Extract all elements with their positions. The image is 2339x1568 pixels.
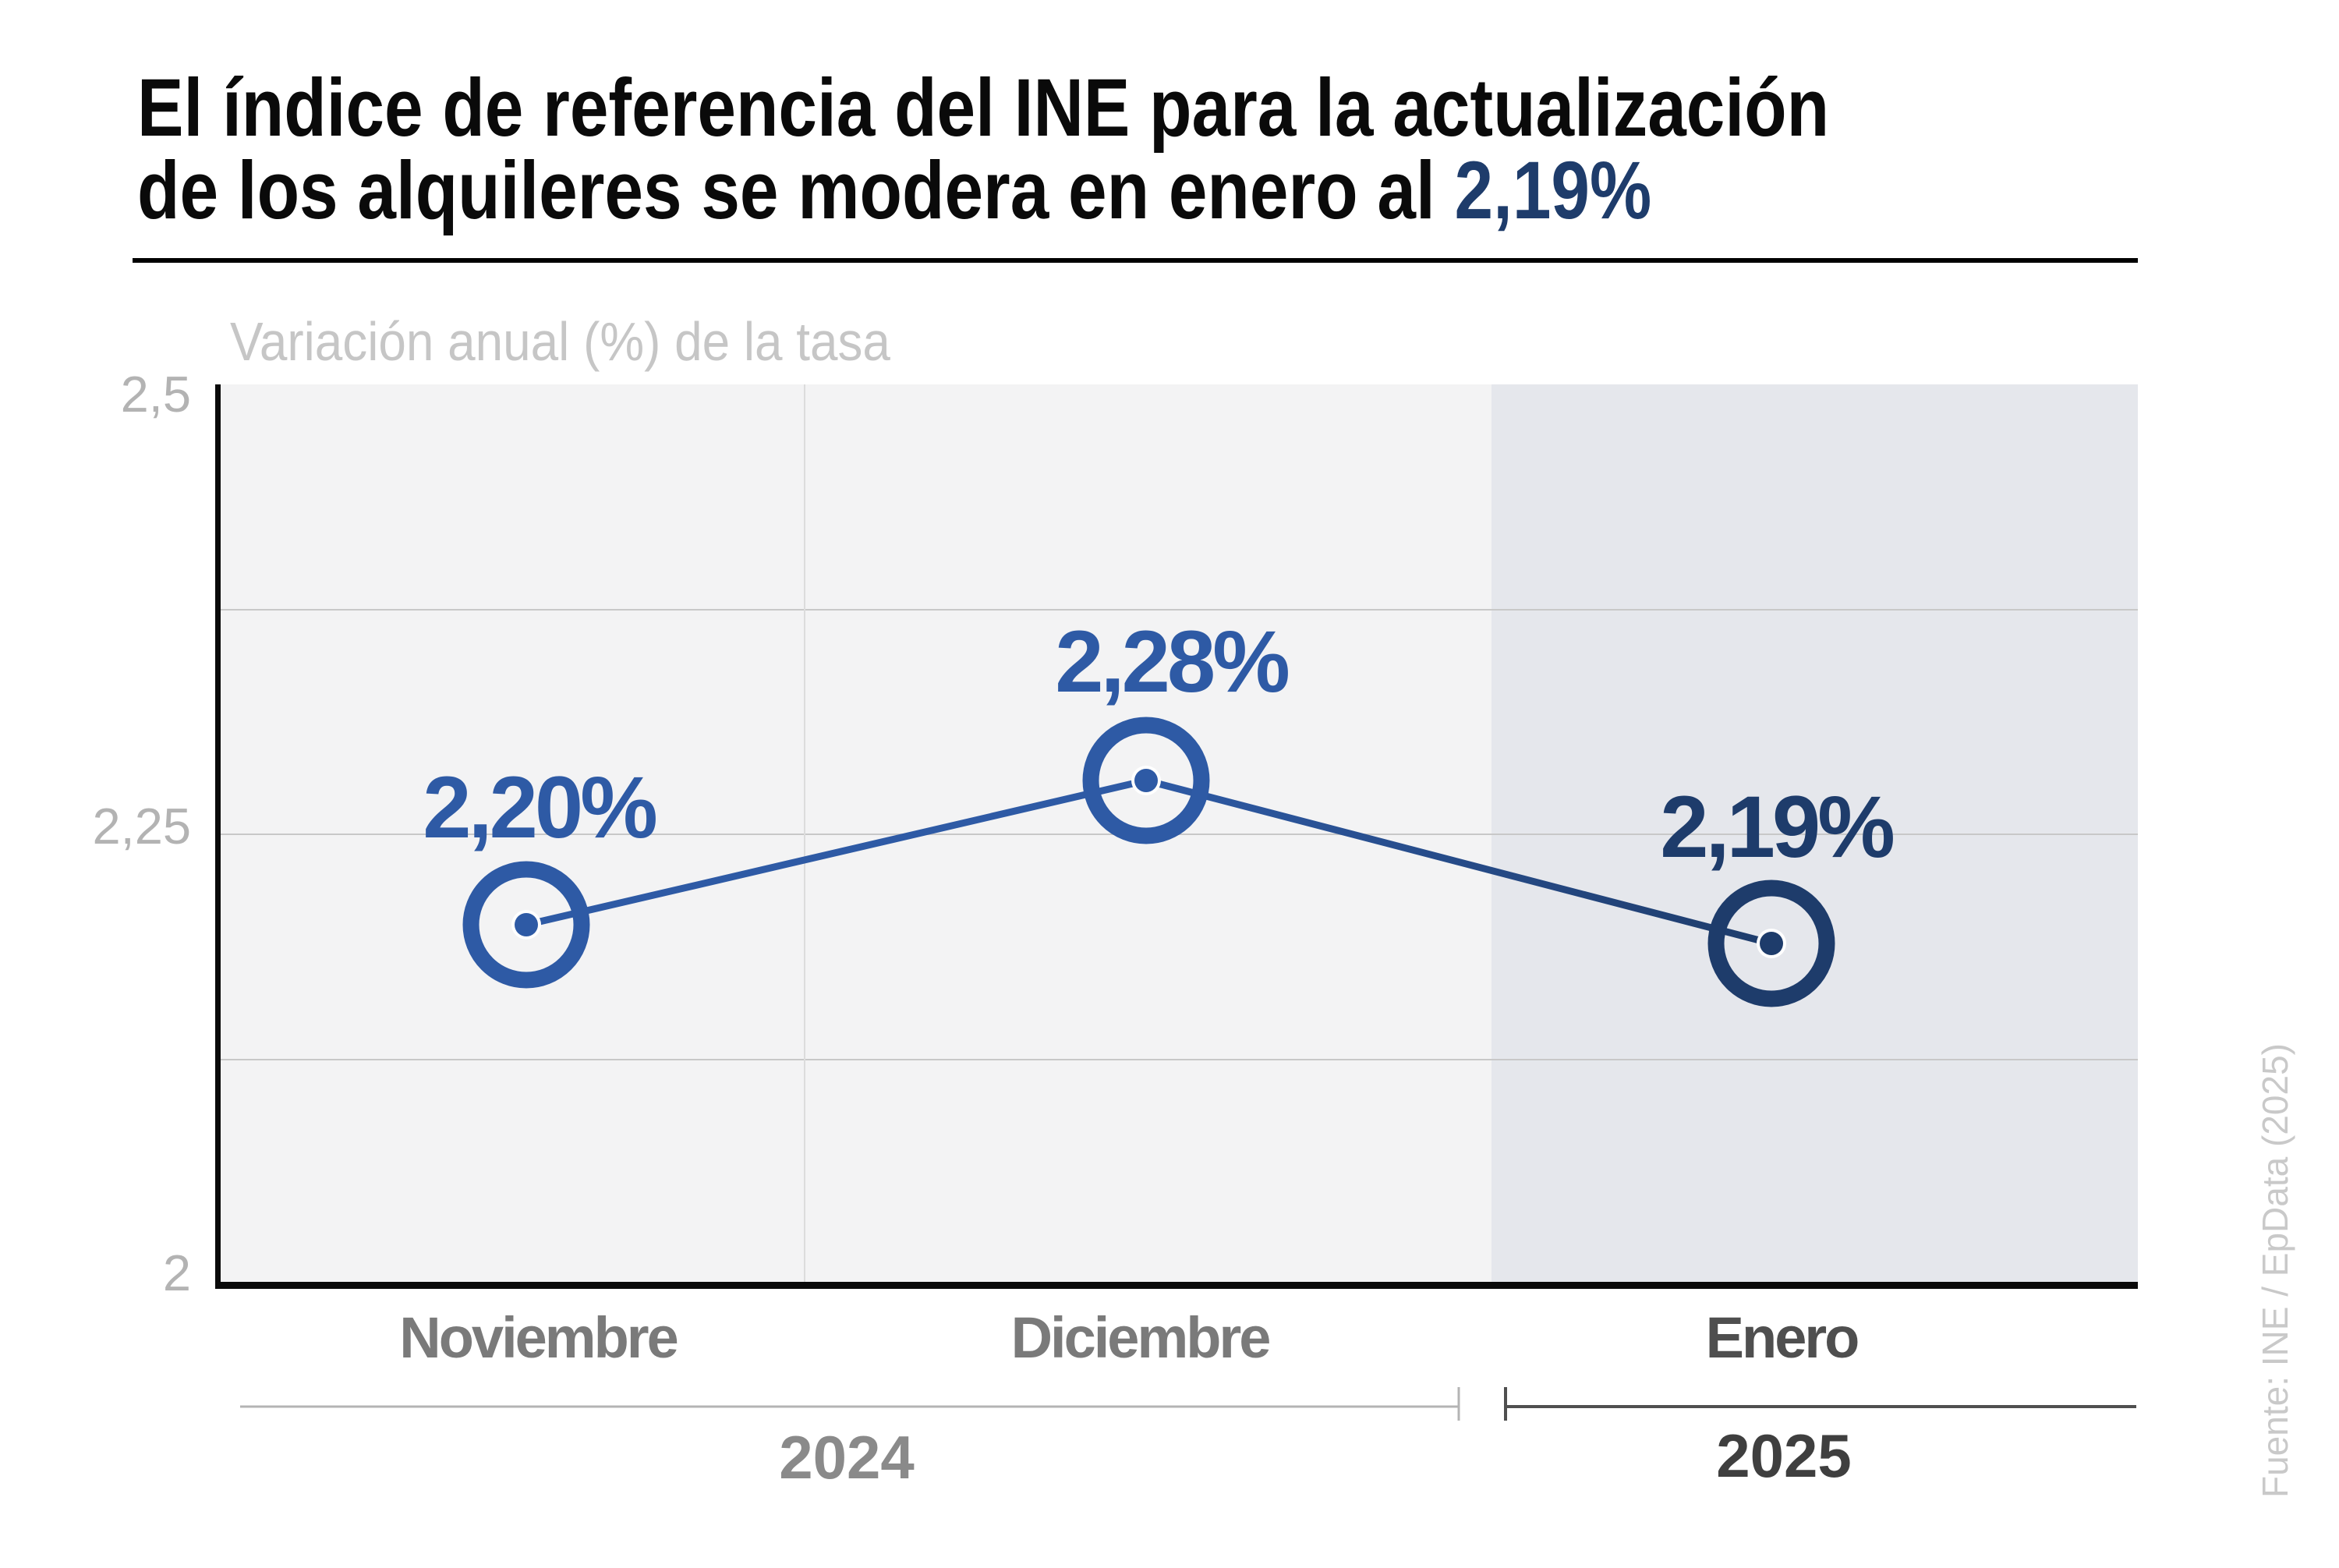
svg-text:Fuente: INE / EpData (2025): Fuente: INE / EpData (2025) <box>2255 1043 2295 1498</box>
svg-text:2,25: 2,25 <box>92 798 191 855</box>
svg-text:Diciembre: Diciembre <box>1011 1305 1270 1370</box>
svg-text:2025: 2025 <box>1716 1421 1852 1490</box>
svg-text:Enero: Enero <box>1706 1305 1859 1370</box>
svg-text:Noviembre: Noviembre <box>399 1305 677 1370</box>
svg-text:2024: 2024 <box>779 1423 915 1492</box>
svg-text:2,19%: 2,19% <box>1660 778 1893 876</box>
svg-text:2,20%: 2,20% <box>423 759 656 856</box>
svg-text:2,28%: 2,28% <box>1055 613 1288 710</box>
svg-text:2: 2 <box>163 1244 191 1301</box>
svg-text:2,5: 2,5 <box>121 366 191 423</box>
